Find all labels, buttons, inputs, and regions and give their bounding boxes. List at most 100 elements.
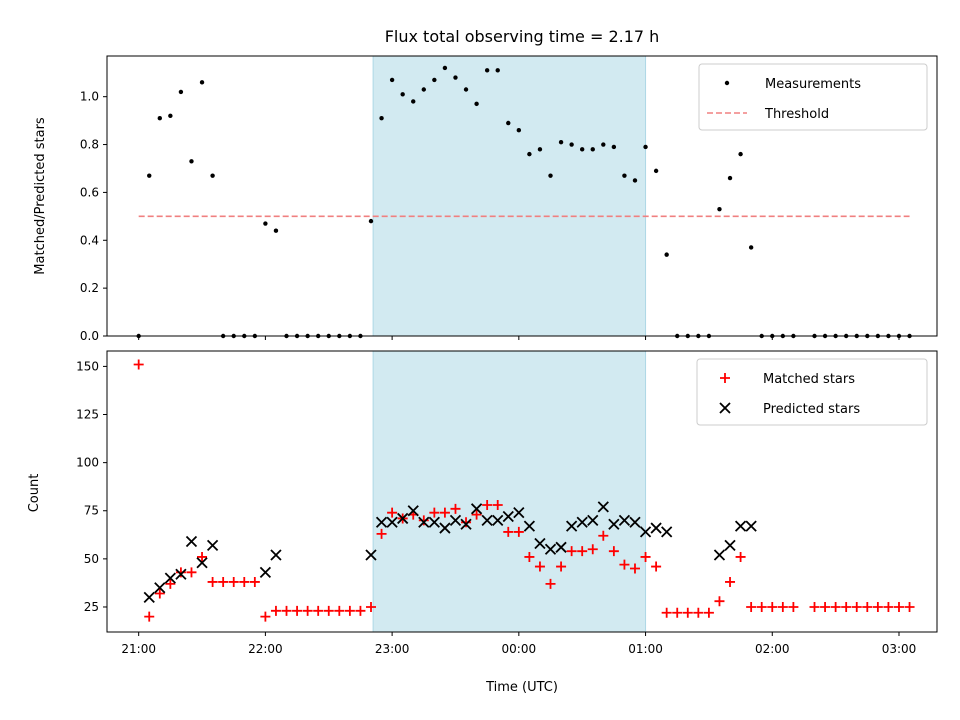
- measurement-point: [843, 333, 849, 339]
- predicted-star-point: [713, 549, 726, 561]
- measurement-point: [548, 173, 553, 178]
- matched-star-point: [682, 607, 693, 618]
- predicted-star-point: [449, 514, 462, 527]
- matched-star-point: [154, 588, 165, 599]
- measurement-point: [812, 333, 817, 339]
- matched-star-point: [661, 607, 672, 618]
- measurement-point: [432, 77, 437, 83]
- bottom-y-tick-label: 150: [76, 359, 99, 373]
- legend-predicted-swatch: [719, 402, 731, 414]
- matched-star-point: [809, 601, 820, 612]
- matched-star-point: [450, 503, 461, 514]
- matched-star-point: [471, 509, 482, 520]
- predicted-star-point: [639, 526, 652, 538]
- measurement-point: [453, 75, 458, 80]
- matched-star-point: [777, 601, 788, 612]
- bottom-y-tick-label: 100: [76, 456, 99, 470]
- measurement-point: [590, 147, 595, 152]
- predicted-star-point: [502, 510, 514, 523]
- top-legend: [698, 63, 928, 131]
- measurement-point: [865, 333, 870, 339]
- measurement-point: [643, 144, 648, 150]
- matched-star-point: [725, 576, 736, 587]
- measurement-point: [231, 333, 236, 339]
- measurement-point: [168, 113, 173, 119]
- matched-star-point: [418, 515, 429, 526]
- measurement-point: [822, 333, 828, 339]
- measurement-point: [379, 116, 384, 121]
- predicted-star-point: [407, 505, 419, 517]
- measurement-point: [495, 68, 500, 73]
- matched-star-point: [270, 605, 281, 616]
- bottom-x-tick-label: 03:00: [882, 642, 917, 656]
- top-y-tick-label: 0.0: [80, 329, 99, 343]
- matched-star-point: [281, 605, 292, 616]
- matched-star-point: [387, 507, 398, 518]
- measurement-point: [368, 218, 374, 224]
- bottom-x-tick-label: 02:00: [755, 642, 790, 656]
- matched-star-point: [144, 611, 155, 622]
- top-y-tick-label: 0.4: [80, 233, 99, 247]
- measurement-point: [263, 221, 268, 226]
- matched-star-point: [175, 567, 186, 578]
- matched-star-point: [334, 605, 345, 616]
- matched-star-point: [735, 551, 746, 562]
- measurement-point: [696, 333, 701, 339]
- matched-star-point: [524, 551, 535, 562]
- predicted-star-point: [481, 514, 493, 527]
- matched-star-point: [767, 601, 778, 612]
- bottom-observing-window: [372, 350, 647, 633]
- predicted-star-point: [587, 514, 599, 527]
- measurement-point: [632, 178, 638, 183]
- measurement-point: [400, 92, 405, 97]
- predicted-star-point: [439, 522, 451, 534]
- predicted-star-point: [523, 520, 536, 532]
- measurement-point: [611, 144, 617, 150]
- measurement-point: [601, 142, 606, 147]
- measurement-point: [189, 159, 194, 164]
- matched-star-point: [260, 611, 271, 622]
- measurement-point: [315, 333, 321, 339]
- matched-star-point: [672, 607, 683, 618]
- measurement-point: [622, 173, 627, 178]
- predicted-star-point: [154, 582, 166, 594]
- matched-star-point: [461, 517, 472, 528]
- measurement-point: [717, 206, 722, 212]
- matched-star-point: [577, 546, 588, 557]
- predicted-star-point: [650, 522, 662, 534]
- measurement-point: [675, 333, 680, 339]
- measurement-point: [463, 87, 469, 92]
- predicted-star-point: [460, 518, 472, 530]
- matched-star-point: [862, 601, 873, 612]
- measurement-point: [770, 333, 775, 339]
- predicted-star-point: [661, 526, 673, 538]
- predicted-star-point: [745, 520, 757, 532]
- matched-star-point: [841, 601, 852, 612]
- measurement-point: [886, 333, 891, 339]
- bottom-x-tick-label: 21:00: [121, 642, 156, 656]
- measurement-point: [474, 101, 479, 107]
- matched-star-point: [228, 576, 239, 587]
- matched-star-point: [872, 601, 883, 612]
- measurement-point: [537, 147, 543, 152]
- measurement-point: [273, 228, 279, 233]
- matched-star-point: [893, 601, 904, 612]
- top-y-axis-label: Matched/Predicted stars: [33, 117, 48, 275]
- matched-star-point: [904, 601, 915, 612]
- matched-star-point: [503, 526, 514, 537]
- measurement-point: [358, 333, 363, 339]
- matched-star-point: [365, 601, 376, 612]
- measurement-point: [421, 87, 426, 92]
- measurement-point: [791, 333, 796, 339]
- bottom-y-axis-label: Count: [27, 474, 42, 513]
- matched-star-point: [239, 576, 250, 587]
- matched-star-point: [186, 567, 197, 578]
- bottom-y-tick-label: 75: [84, 504, 99, 518]
- top-y-tick-label: 0.2: [80, 281, 99, 295]
- measurement-point: [685, 333, 690, 339]
- matched-star-point: [714, 596, 725, 607]
- matched-star-point: [133, 359, 144, 370]
- matched-star-point: [249, 576, 260, 587]
- predicted-star-point: [365, 549, 377, 561]
- matched-star-point: [883, 601, 894, 612]
